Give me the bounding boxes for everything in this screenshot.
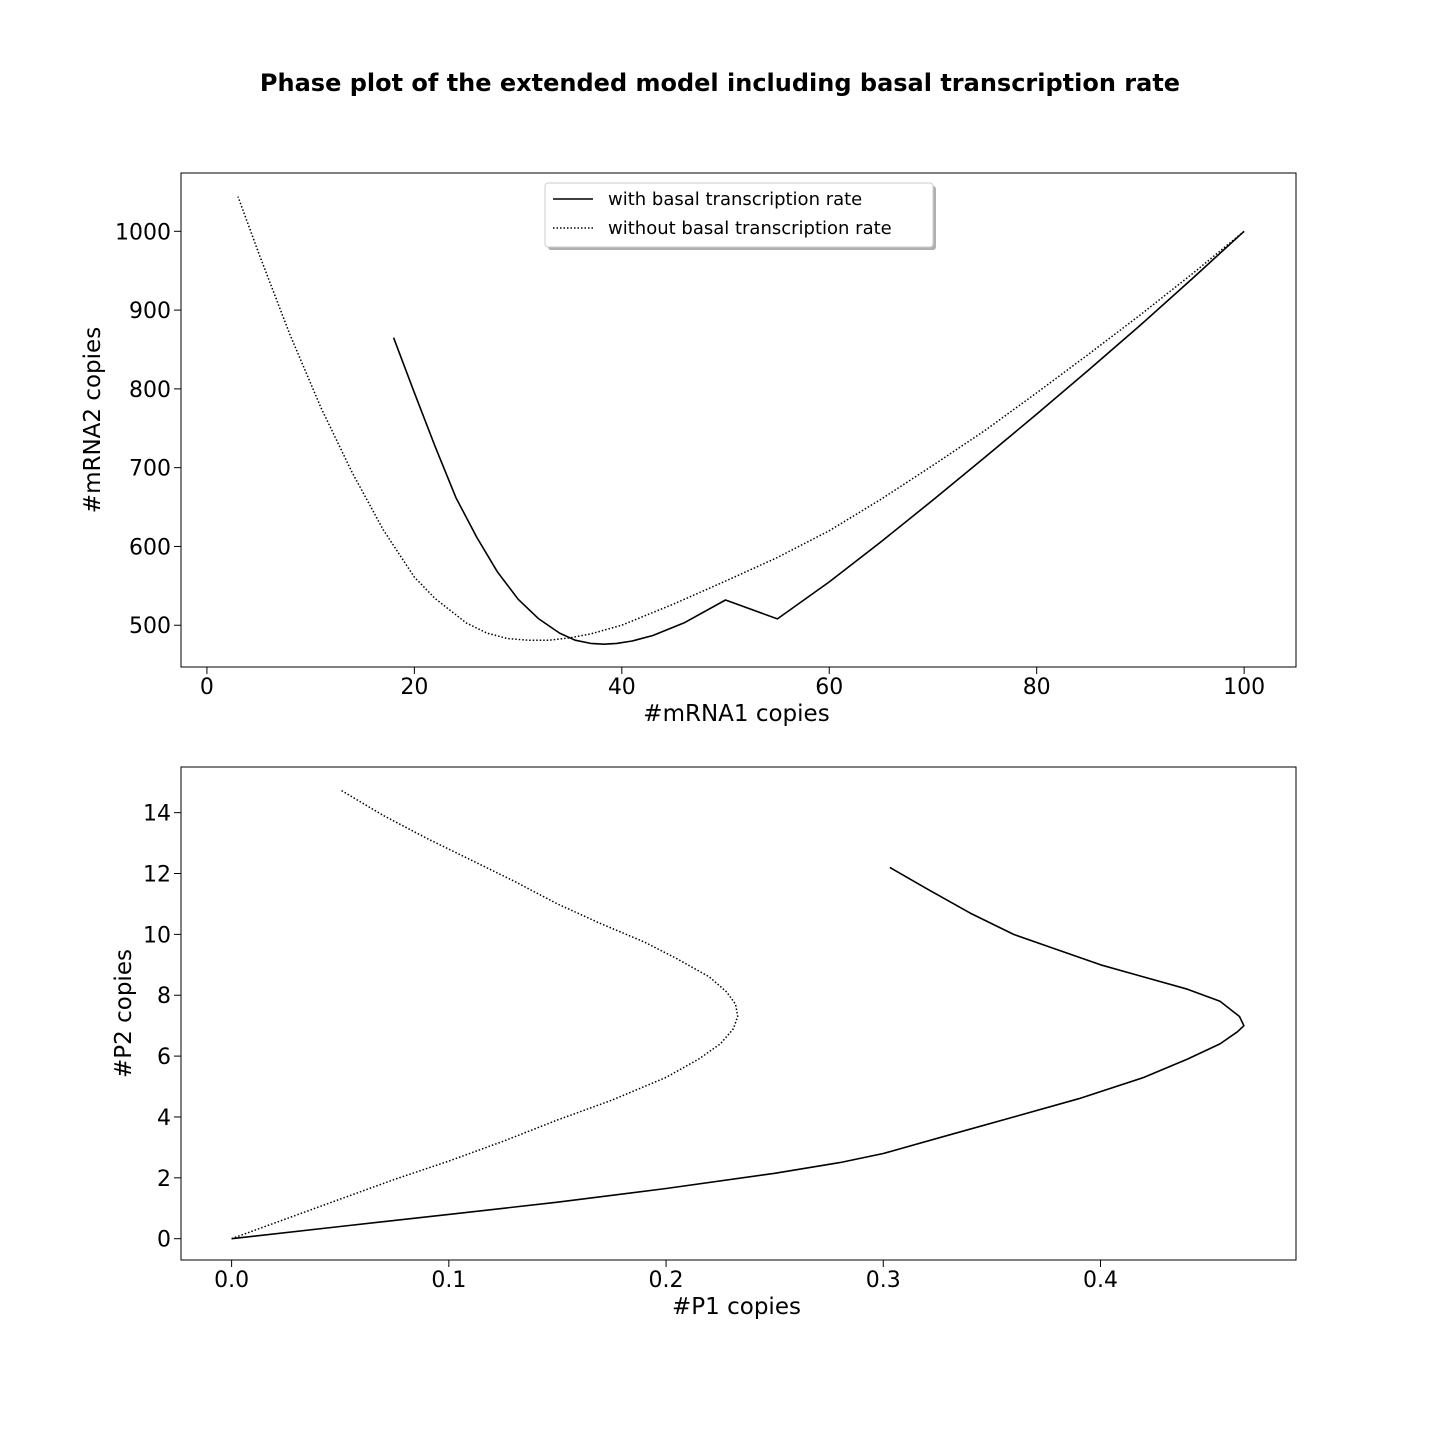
axes-frame: [180, 172, 1297, 668]
x-tick-label: 60: [815, 675, 843, 700]
x-tick-label: 0.3: [866, 1268, 901, 1293]
legend-entry-label: with basal transcription rate: [608, 189, 862, 210]
y-tick-label: 500: [129, 614, 171, 639]
legend-entry-label: without basal transcription rate: [608, 218, 892, 239]
y-tick-label: 14: [143, 802, 171, 827]
series-line-without-basal: [231, 789, 739, 1240]
y-tick-label: 700: [129, 457, 171, 482]
y-tick-label: 8: [157, 984, 171, 1009]
y-tick-label: 10: [143, 923, 171, 948]
legend-box: [544, 182, 934, 248]
x-tick-label: 0.0: [214, 1268, 249, 1293]
top-plot-mrna: 0 20 40 60 80 100 500 600 700 800 900 1000 #mRNA1 co…: [80, 172, 1297, 727]
y-tick-label: 900: [129, 299, 171, 324]
x-tick-label: 0.1: [431, 1268, 466, 1293]
x-tick-label: 100: [1223, 675, 1265, 700]
figure-title: Phase plot of the extended model includi…: [260, 69, 1180, 97]
x-tick-label: 0: [200, 675, 214, 700]
x-tick-label: 0.2: [649, 1268, 684, 1293]
y-tick-label: 6: [157, 1045, 171, 1070]
x-tick-label: 20: [400, 675, 428, 700]
y-tick-label: 1000: [115, 220, 171, 245]
y-tick-label: 800: [129, 378, 171, 403]
y-tick-label: 12: [143, 863, 171, 888]
y-tick-label: 0: [157, 1228, 171, 1253]
y-tick-label: 600: [129, 535, 171, 560]
axes-frame: [180, 766, 1297, 1261]
y-tick-label: 2: [157, 1167, 171, 1192]
y-axis-label: #mRNA2 copies: [80, 327, 106, 513]
bottom-plot-protein: 0.0 0.1 0.2 0.3 0.4 0 2 4 6 8 10 12 14 #P1 copies #P2 …: [111, 766, 1297, 1320]
series-line-with-basal: [231, 866, 1245, 1240]
series-line-with-basal: [392, 230, 1245, 646]
y-tick-label: 4: [157, 1106, 171, 1131]
x-axis-label: #mRNA1 copies: [643, 701, 829, 727]
x-axis-label: #P1 copies: [672, 1294, 801, 1320]
series-line-without-basal: [237, 196, 1245, 641]
x-tick-label: 40: [608, 675, 636, 700]
y-axis-label: #P2 copies: [111, 949, 137, 1078]
x-tick-label: 0.4: [1083, 1268, 1118, 1293]
x-tick-label: 80: [1023, 675, 1051, 700]
